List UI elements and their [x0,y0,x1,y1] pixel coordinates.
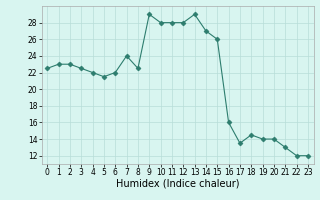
X-axis label: Humidex (Indice chaleur): Humidex (Indice chaleur) [116,179,239,189]
